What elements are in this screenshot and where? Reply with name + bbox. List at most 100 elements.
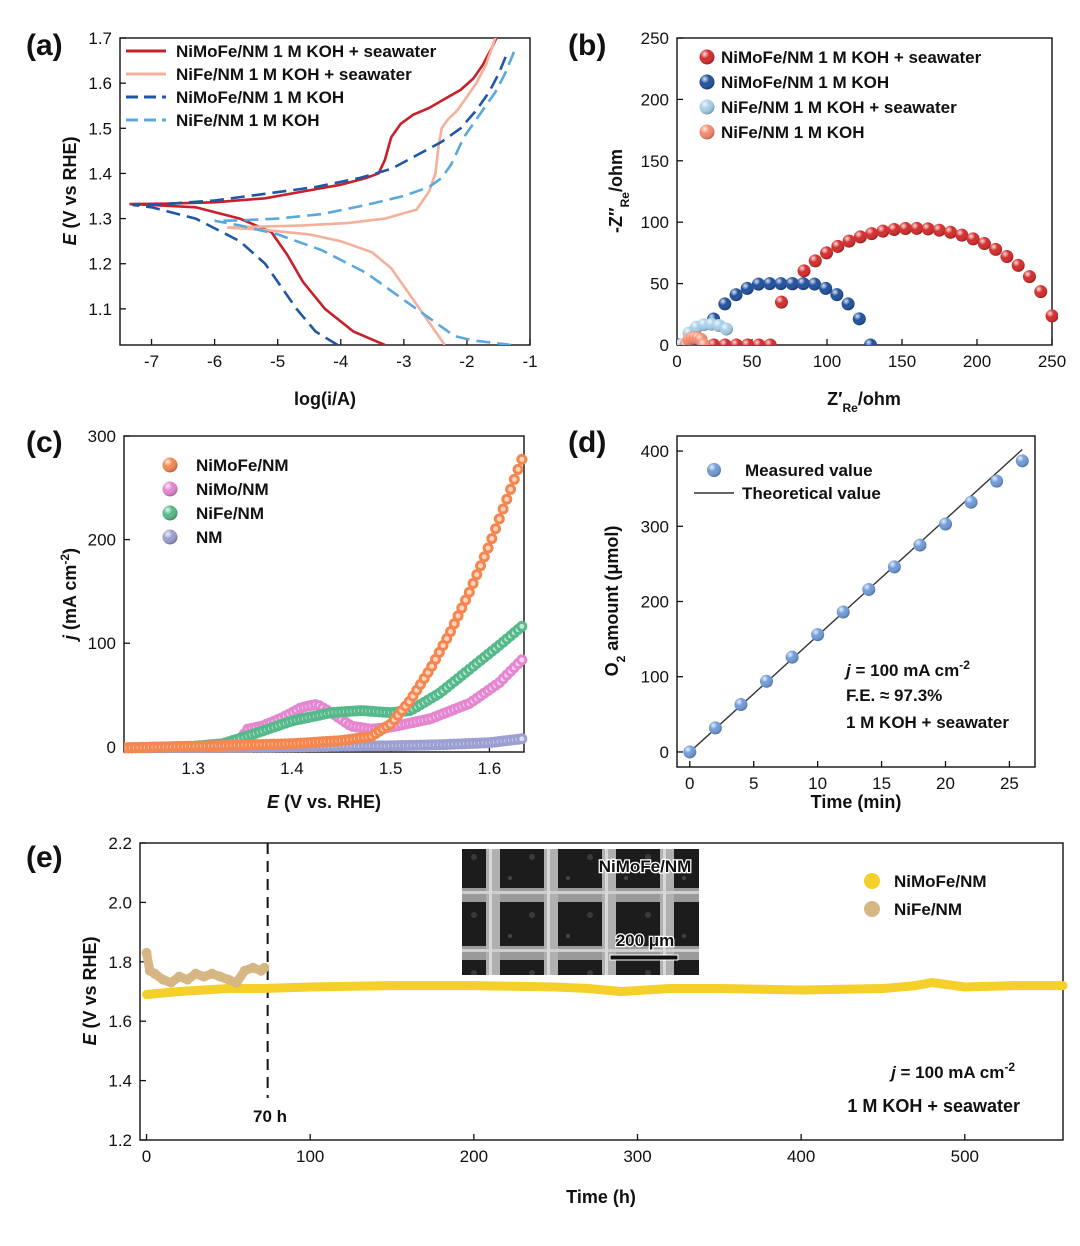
legend-label: NiFe/NM 1 M KOH + seawater [176, 65, 412, 84]
x-tick-label: -1 [522, 352, 537, 371]
legend-marker [699, 99, 715, 115]
data-point [853, 230, 867, 244]
x-tick-label: 1.4 [280, 759, 304, 778]
x-tick-label: 200 [460, 1147, 488, 1166]
y-tick-label: 1.6 [88, 74, 112, 93]
legend-label: Theoretical value [742, 484, 881, 503]
legend-label: NiFe/NM 1 M KOH + seawater [721, 98, 957, 117]
data-point [1015, 454, 1029, 468]
y-tick-label: 250 [641, 29, 669, 48]
panel-d: 0 5 10 15 20 25 0 100 200 300 400 Measured value The… [602, 435, 1036, 812]
data-point [708, 721, 722, 735]
annotation: j = 100 mA cm-2 [844, 658, 970, 680]
legend-marker [162, 457, 178, 473]
x-tick-label: 100 [296, 1147, 324, 1166]
legend-label: NiMo/NM [196, 480, 269, 499]
data-point [516, 654, 528, 666]
x-tick-label: -7 [144, 352, 159, 371]
y-tick-label: 2.0 [108, 893, 132, 912]
data-point [752, 338, 766, 345]
x-tick-label: 25 [1000, 774, 1019, 793]
data-point [932, 223, 946, 237]
data-point [842, 234, 856, 248]
legend-label: NiMoFe/NM [196, 456, 289, 475]
series-line [214, 51, 516, 345]
data-point [977, 237, 991, 251]
data-point [729, 288, 743, 302]
legend-label: NiMoFe/NM 1 M KOH [721, 73, 889, 92]
data-point [797, 264, 811, 278]
legend-label: Measured value [745, 461, 873, 480]
legend-label: NiMoFe/NM [894, 872, 987, 891]
y-tick-label: 400 [641, 442, 669, 461]
sem-inset: NiMoFe/NM 200 μm [462, 849, 699, 975]
data-point [149, 968, 160, 979]
panel-label-e: (e) [26, 841, 63, 874]
x-tick-label: 1.6 [478, 759, 502, 778]
legend-label: NiFe/NM [196, 504, 264, 523]
data-point [141, 947, 152, 958]
data-point [774, 277, 788, 291]
y-tick-label: 150 [641, 152, 669, 171]
data-point [475, 560, 487, 572]
data-point [796, 277, 810, 291]
panel-label-a: (a) [26, 29, 63, 62]
data-point [190, 968, 201, 979]
y-tick-label: 1.7 [88, 29, 112, 48]
x-tick-label: 10 [808, 774, 827, 793]
annotation-70h: 70 h [253, 1107, 287, 1126]
legend-marker [162, 481, 178, 497]
series-line [142, 978, 1068, 999]
data-point [876, 224, 890, 238]
legend-marker [864, 873, 880, 889]
legend-marker [162, 529, 178, 545]
data-point [482, 542, 494, 554]
panel-label-c: (c) [26, 426, 63, 459]
y-tick-label: 300 [641, 517, 669, 536]
x-tick-label: -6 [207, 352, 222, 371]
annotation: j = 100 mA cm-2 [889, 1060, 1015, 1082]
data-point [207, 968, 218, 979]
data-point [718, 338, 732, 345]
data-point [463, 586, 475, 598]
data-point [939, 517, 952, 531]
y-tick-label: 1.2 [108, 1131, 132, 1150]
legend-marker [864, 901, 880, 917]
x-tick-label: 250 [1038, 352, 1066, 371]
plot-frame [119, 37, 531, 346]
y-axis-label: -Z″Re/ohm [606, 149, 632, 233]
data-point [831, 239, 845, 253]
x-tick-label: -2 [459, 352, 474, 371]
data-point [516, 733, 528, 745]
data-point [807, 277, 821, 291]
data-point [785, 650, 799, 664]
x-tick-label: 5 [749, 774, 758, 793]
data-point [862, 582, 876, 596]
data-point [830, 288, 844, 302]
legend-label: NM [196, 528, 222, 547]
data-point [887, 560, 901, 574]
data-point [811, 628, 825, 642]
data-point [157, 974, 168, 985]
x-tick-label: -3 [396, 352, 411, 371]
data-point [471, 569, 483, 581]
x-tick-label: 1.5 [379, 759, 403, 778]
panel-e: 0 100 200 300 400 500 1.2 1.4 1.6 1.8 2.0 2.2 70 h Ni… [80, 834, 1068, 1207]
data-point [1022, 270, 1036, 284]
y-tick-label: 300 [88, 427, 116, 446]
data-point [865, 227, 879, 241]
data-point [683, 745, 697, 759]
data-point [836, 605, 850, 619]
points [677, 221, 1058, 345]
annotation: 1 M KOH + seawater [846, 713, 1009, 732]
x-tick-label: 0 [672, 352, 681, 371]
data-point [247, 962, 258, 973]
inset-scale-text: 200 μm [616, 931, 675, 950]
y-tick-label: 2.2 [108, 834, 132, 853]
data-point [166, 977, 177, 988]
x-tick-label: 20 [936, 774, 955, 793]
data-point [921, 222, 935, 236]
data-point [720, 322, 733, 336]
data-point [198, 971, 209, 982]
